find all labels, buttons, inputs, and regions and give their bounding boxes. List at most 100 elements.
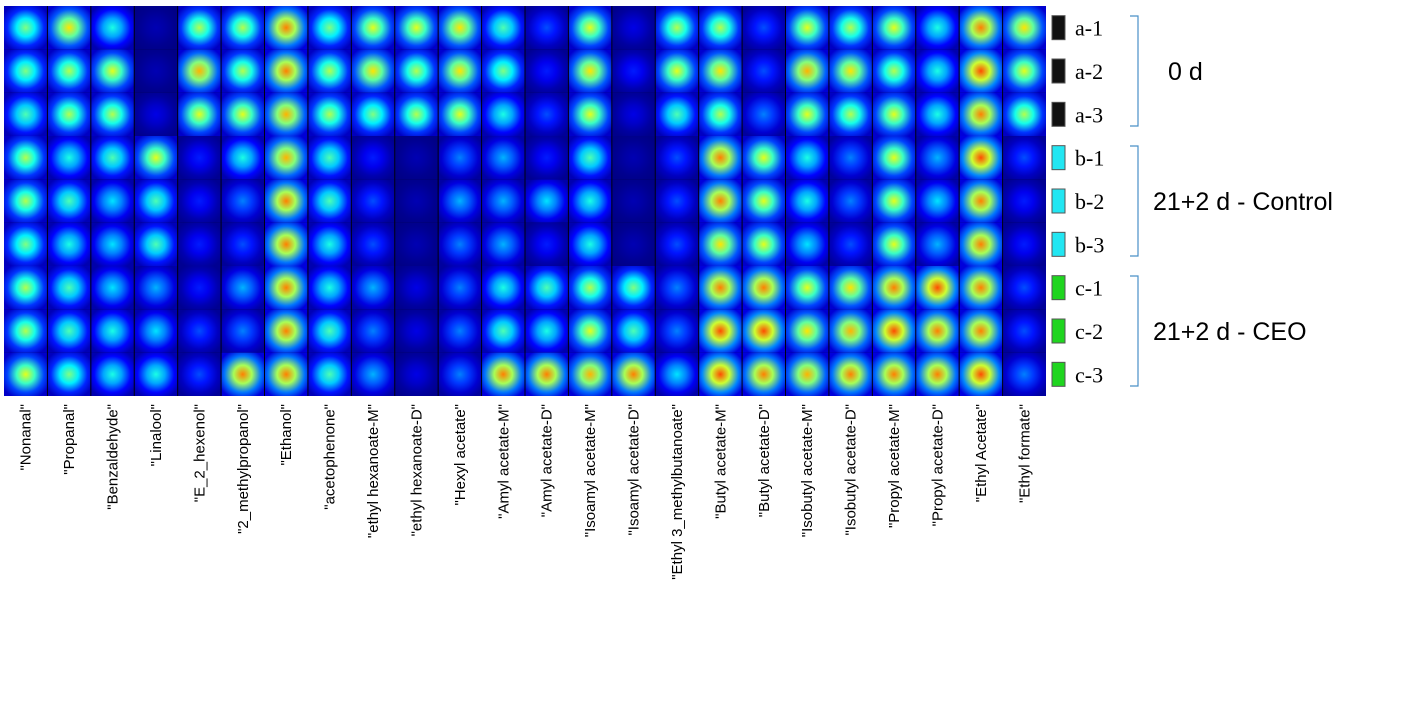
heatmap-cell-c-2-2	[47, 309, 91, 353]
heatmap-cell-b-1-23	[959, 136, 1003, 180]
legend-swatch-a-2	[1051, 58, 1066, 84]
heatmap-cell-c-1-6	[221, 266, 265, 310]
heatmap-cell-b-2-19	[785, 179, 829, 223]
heatmap-cell-a-3-17	[698, 92, 743, 136]
heatmap-cell-a-3-7	[264, 92, 308, 136]
row-label-c-3: c-3	[1075, 362, 1103, 387]
heatmap-cell-a-1-4	[134, 6, 178, 50]
heatmap-cell-a-1-16	[655, 6, 699, 50]
heatmap-cell-b-2-5	[177, 179, 222, 223]
heatmap-cell-c-1-22	[915, 266, 960, 310]
heatmap-cell-b-3-22	[915, 222, 960, 266]
heatmap-cell-b-1-6	[221, 136, 265, 180]
heatmap-cell-a-2-9	[351, 49, 395, 93]
heatmap-cell-a-1-3	[90, 6, 135, 50]
column-label: "Ethyl 3_methylbutanoate"	[669, 404, 686, 580]
heatmap-cell-a-3-6	[221, 92, 265, 136]
heatmap-cell-a-3-9	[351, 92, 395, 136]
heatmap-cell-c-3-13	[525, 352, 569, 396]
column-label: "Ethyl Acetate"	[973, 404, 990, 502]
heatmap-cell-a-1-12	[481, 6, 525, 50]
column-label: "Isobutyl acetate-M"	[799, 404, 816, 537]
column-label: "Benzaldehyde"	[105, 404, 122, 510]
heatmap-cell-a-3-5	[177, 92, 222, 136]
heatmap-cell-b-3-2	[47, 222, 91, 266]
heatmap-cell-c-2-9	[351, 309, 395, 353]
heatmap-cell-c-3-6	[221, 352, 265, 396]
heatmap-cell-a-3-12	[481, 92, 525, 136]
heatmap-cell-c-3-10	[394, 352, 439, 396]
heatmap-cell-b-1-19	[785, 136, 829, 180]
column-labels: "Nonanal" "Propanal" "Benzaldehyde" "Linalo…	[18, 404, 1034, 580]
heatmap-cell-a-1-1	[4, 6, 48, 50]
heatmap-cell-b-3-11	[438, 222, 482, 266]
row-label-c-2: c-2	[1075, 319, 1103, 344]
heatmap-cell-c-1-10	[394, 266, 439, 310]
group-bracket	[1130, 275, 1139, 387]
heatmap-cell-c-1-1	[4, 266, 48, 310]
heatmap-cell-c-3-23	[959, 352, 1003, 396]
heatmap-cell-a-2-2	[47, 49, 91, 93]
heatmap-cell-a-3-13	[525, 92, 569, 136]
heatmap-cell-c-3-15	[611, 352, 656, 396]
heatmap-cell-c-3-5	[177, 352, 222, 396]
heatmap-cell-c-2-17	[698, 309, 743, 353]
legend-swatch-c-1	[1051, 275, 1066, 301]
heatmap-cell-b-2-3	[90, 179, 135, 223]
heatmap-cell-c-1-8	[307, 266, 352, 310]
heatmap-cell-b-1-20	[828, 136, 873, 180]
heatmap-cell-b-3-19	[785, 222, 829, 266]
heatmap-cell-a-1-6	[221, 6, 265, 50]
heatmap-cell-a-2-15	[611, 49, 656, 93]
heatmap-cell-b-2-21	[872, 179, 916, 223]
heatmap-cell-b-2-1	[4, 179, 48, 223]
heatmap-cell-b-2-18	[742, 179, 786, 223]
heatmap-cell-c-2-24	[1002, 309, 1046, 353]
heatmap-cell-a-2-23	[959, 49, 1003, 93]
heatmap-cell-a-1-14	[568, 6, 612, 50]
heatmap-cell-c-3-1	[4, 352, 48, 396]
heatmap-cell-b-3-3	[90, 222, 135, 266]
heatmap-cell-a-1-17	[698, 6, 743, 50]
heatmap-cell-c-2-20	[828, 309, 873, 353]
heatmap-cell-b-3-4	[134, 222, 178, 266]
heatmap-cell-b-2-23	[959, 179, 1003, 223]
column-label: "ethyl hexanoate-D"	[408, 404, 425, 536]
column-label: "Propyl acetate-D"	[929, 404, 946, 526]
legend-swatch-c-3	[1051, 361, 1066, 387]
heatmap-cell-a-1-24	[1002, 6, 1046, 50]
heatmap-cell-c-1-15	[611, 266, 656, 310]
heatmap-cell-c-3-17	[698, 352, 743, 396]
heatmap-cell-b-1-5	[177, 136, 222, 180]
heatmap-cell-c-3-20	[828, 352, 873, 396]
column-label: "Isobutyl acetate-D"	[843, 404, 860, 536]
heatmap-cell-c-1-24	[1002, 266, 1046, 310]
heatmap-cell-b-3-13	[525, 222, 569, 266]
heatmap-cell-b-2-13	[525, 179, 569, 223]
heatmap-cell-b-1-17	[698, 136, 743, 180]
heatmap-cell-a-1-15	[611, 6, 656, 50]
heatmap-cell-b-3-7	[264, 222, 308, 266]
heatmap-cell-c-1-11	[438, 266, 482, 310]
heatmap-cell-c-2-8	[307, 309, 352, 353]
group-bracket	[1130, 15, 1139, 127]
column-label: "Hexyl acetate"	[452, 404, 469, 506]
heatmap-cell-a-2-21	[872, 49, 916, 93]
heatmap-cell-b-2-2	[47, 179, 91, 223]
heatmap-cell-a-3-19	[785, 92, 829, 136]
group-label: 21+2 d - Control	[1153, 188, 1333, 216]
heatmap-cell-b-1-1	[4, 136, 48, 180]
heatmap-cell-b-2-14	[568, 179, 612, 223]
heatmap-cell-b-2-16	[655, 179, 699, 223]
heatmap-cell-c-2-5	[177, 309, 222, 353]
heatmap-cell-c-2-19	[785, 309, 829, 353]
heatmap-cell-c-1-21	[872, 266, 916, 310]
heatmap-cell-c-2-11	[438, 309, 482, 353]
heatmap-cell-c-2-23	[959, 309, 1003, 353]
heatmap-cell-c-3-7	[264, 352, 308, 396]
heatmap-cell-c-3-19	[785, 352, 829, 396]
heatmap-cell-a-1-23	[959, 6, 1003, 50]
column-label: "Isoamyl acetate-D"	[626, 404, 643, 536]
row-label-a-1: a-1	[1075, 16, 1103, 41]
heatmap-cell-a-3-22	[915, 92, 960, 136]
